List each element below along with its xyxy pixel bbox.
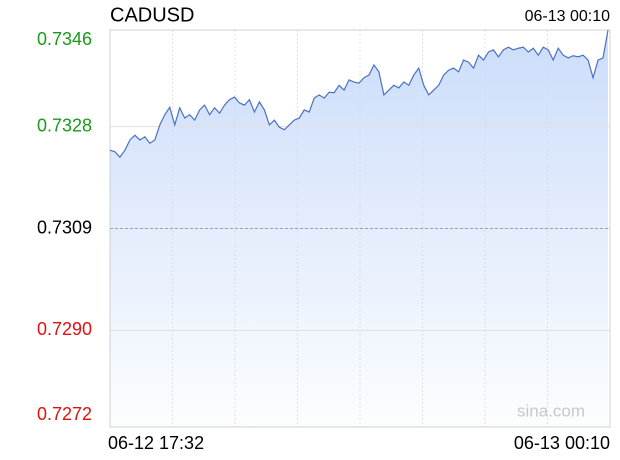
y-tick-label: 0.7309 bbox=[37, 217, 92, 237]
y-tick-label: 0.7346 bbox=[37, 29, 92, 49]
last-time: 06-13 00:10 bbox=[525, 8, 611, 25]
price-line bbox=[109, 29, 609, 159]
watermark: sina.com bbox=[517, 401, 585, 420]
plot-border bbox=[109, 29, 611, 428]
x-end-label: 06-13 00:10 bbox=[514, 433, 610, 453]
chart-title: CADUSD bbox=[110, 4, 194, 26]
x-start-label: 06-12 17:32 bbox=[108, 433, 204, 453]
y-tick-label: 0.7272 bbox=[37, 404, 92, 424]
y-tick-label: 0.7290 bbox=[37, 319, 92, 339]
y-tick-label: 0.7328 bbox=[37, 115, 92, 135]
